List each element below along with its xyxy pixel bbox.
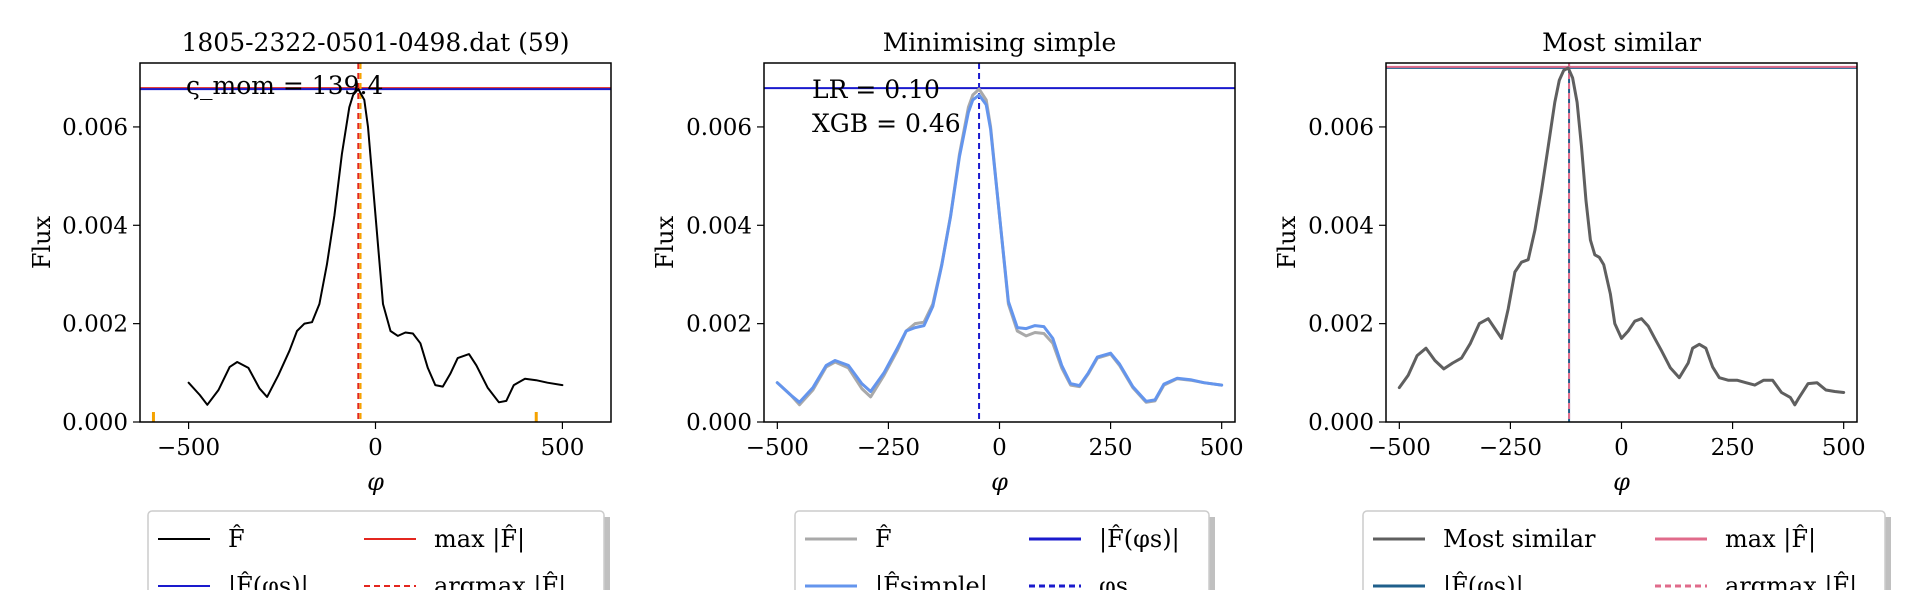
panel-2-xlabel: φ	[991, 468, 1008, 496]
panel-1-legend-box	[147, 510, 605, 590]
panel-1-ylabel: Flux	[28, 215, 56, 269]
panel-1-annotation: ς_mom = 139.4	[186, 71, 383, 100]
panel-1-xtick-label: 0	[368, 435, 383, 461]
panel-3-ylabel: Flux	[1273, 215, 1301, 269]
panel-3-legend-label-1: Most similar	[1443, 525, 1596, 553]
panel-1-ytick-label: 0.000	[62, 410, 128, 436]
panel-3-legend-label-3: |F̂(φs)|	[1443, 572, 1524, 590]
panel-2-reference-lines	[764, 63, 1235, 422]
panel-3-ticks: −500 −250 0 250 500 0.000 0.002 0.004 0.006	[1308, 115, 1865, 461]
panel-2-xtick-label: −250	[857, 435, 920, 461]
panel-3-legend-label-2: max |F̂|	[1725, 525, 1816, 554]
panel-1-ytick-label: 0.006	[62, 115, 128, 141]
panel-2-ytick-label: 0.002	[686, 312, 752, 338]
panel-1-reference-lines	[140, 63, 611, 422]
panel-2-xtick-label: 250	[1089, 435, 1133, 461]
panel-3: Most similar −500 −250 0 250 500 0.000 0.002 0.…	[1273, 28, 1891, 590]
panel-1-ytick-label: 0.004	[62, 213, 128, 239]
panel-2-legend-label-4: φs	[1099, 572, 1128, 590]
panel-2-legend: F̂ |F̂(φs)| |F̂simple| φs	[794, 510, 1215, 590]
panel-2-xtick-label: 0	[992, 435, 1007, 461]
panel-2-annotation-xgb: XGB = 0.46	[812, 109, 961, 138]
panel-1-ytick-label: 0.002	[62, 312, 128, 338]
panel-2-legend-label-2: |F̂(φs)|	[1099, 525, 1180, 554]
panel-2-ytick-label: 0.006	[686, 115, 752, 141]
panel-2-annotation-lr: LR = 0.10	[812, 75, 940, 104]
panel-3-ytick-label: 0.006	[1308, 115, 1374, 141]
panel-2-legend-box	[794, 510, 1210, 590]
panel-2-ylabel: Flux	[651, 215, 679, 269]
panel-1-xtick-label: −500	[157, 435, 220, 461]
panel-3-xtick-label: −250	[1479, 435, 1542, 461]
panel-1-xtick-label: 500	[540, 435, 584, 461]
panel-2-series	[775, 87, 1224, 407]
panel-2-ytick-label: 0.000	[686, 410, 752, 436]
panel-1: 1805-2322-0501-0498.dat (59) −500 0 500 0.0…	[28, 28, 612, 590]
panel-2-legend-label-1: F̂	[875, 525, 892, 553]
panel-3-series	[1397, 66, 1846, 407]
panel-3-xtick-label: 0	[1614, 435, 1629, 461]
panel-1-series-1-line	[187, 88, 564, 406]
panel-3-legend-box	[1362, 510, 1886, 590]
panel-1-legend-label-3: |F̂(φs)|	[228, 572, 309, 590]
panel-2-ytick-label: 0.004	[686, 213, 752, 239]
panel-1-legend-label-4: argmax |F̂|	[434, 572, 566, 590]
panel-3-legend-label-4: argmax |F̂|	[1725, 572, 1857, 590]
panel-3-axes-frame	[1385, 62, 1858, 423]
panel-3-ytick-label: 0.000	[1308, 410, 1374, 436]
panel-3-ytick-label: 0.002	[1308, 312, 1374, 338]
panel-2-title: Minimising simple	[883, 28, 1117, 57]
panel-1-legend-label-2: max |F̂|	[434, 525, 525, 554]
panel-3-xlabel: φ	[1613, 468, 1630, 496]
panel-1-ticks: −500 0 500 0.000 0.002 0.004 0.006	[62, 115, 584, 461]
panel-3-reference-lines	[1386, 63, 1857, 422]
panel-3-ytick-label: 0.004	[1308, 213, 1374, 239]
panel-1-bottom-ticks	[151, 412, 538, 422]
panel-2-xtick-label: −500	[746, 435, 809, 461]
panel-2-ticks: −500 −250 0 250 500 0.000 0.002 0.004 0.006	[686, 115, 1243, 461]
panel-3-legend: Most similar max |F̂| |F̂(φs)| argmax |F̂|	[1362, 510, 1891, 590]
panel-2: Minimising simple −500 −250 0 250 500 0.000 0.…	[651, 28, 1244, 590]
panel-1-legend-label-1: F̂	[228, 525, 245, 553]
panel-1-title: 1805-2322-0501-0498.dat (59)	[181, 28, 569, 57]
panel-2-xtick-label: 500	[1200, 435, 1244, 461]
panel-2-series-2-line	[775, 93, 1224, 404]
panel-1-xlabel: φ	[367, 468, 384, 496]
panel-1-series	[187, 88, 564, 406]
panel-1-legend: F̂ max |F̂| |F̂(φs)| argmax |F̂|	[147, 510, 610, 590]
panel-1-axes-frame	[139, 62, 612, 423]
panel-3-xtick-label: 500	[1822, 435, 1866, 461]
panel-3-xtick-label: −500	[1368, 435, 1431, 461]
panel-3-xtick-label: 250	[1711, 435, 1755, 461]
panel-3-title: Most similar	[1542, 28, 1701, 57]
panel-2-legend-label-3: |F̂simple|	[875, 572, 988, 590]
panel-3-series-1-line	[1397, 66, 1846, 407]
